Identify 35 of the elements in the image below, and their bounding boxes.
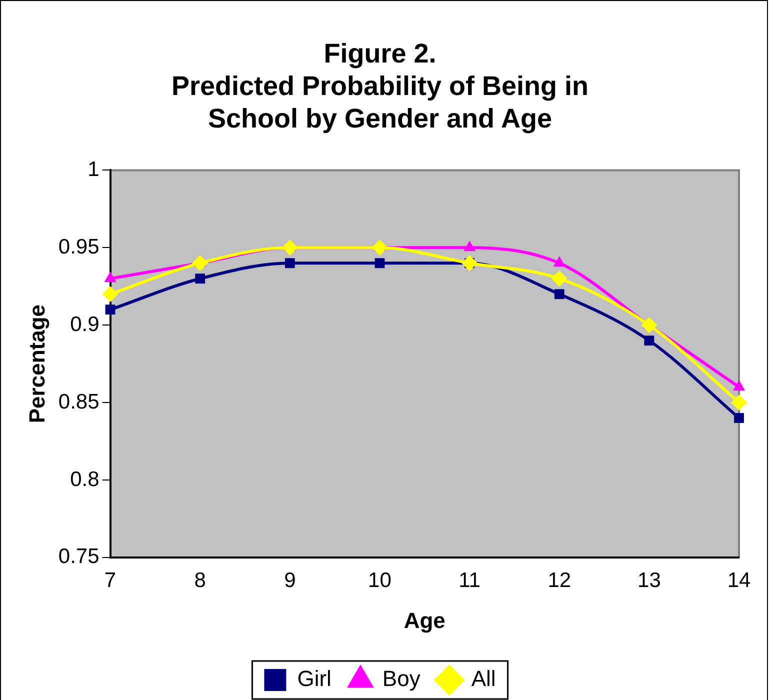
legend-label: All: [471, 666, 496, 692]
point: [284, 258, 295, 268]
y-tick-label: 0.95: [58, 235, 100, 258]
legend-label: Girl: [297, 666, 332, 692]
x-tick-label: 11: [458, 568, 480, 592]
y-axis-title: Percentage: [24, 304, 50, 424]
point: [102, 286, 118, 302]
point: [195, 274, 206, 284]
point: [192, 255, 208, 272]
point: [734, 413, 744, 423]
y-tick-label: 0.85: [58, 390, 100, 414]
x-tick-label: 13: [638, 568, 661, 592]
point: [282, 240, 298, 256]
x-tick-label: 14: [727, 568, 751, 592]
x-tick-label: 9: [284, 568, 296, 592]
x-tick-label: 10: [368, 568, 392, 592]
y-tick-label: 1: [88, 158, 100, 181]
point: [374, 258, 385, 268]
x-tick-label: 12: [548, 568, 572, 592]
y-tick-label: 0.8: [70, 468, 100, 491]
point: [554, 289, 564, 300]
point: [644, 336, 654, 346]
point: [731, 394, 747, 411]
x-tick-label: 7: [104, 568, 116, 592]
legend-label: Boy: [382, 666, 420, 692]
point: [551, 270, 568, 287]
y-tick-label: 0.9: [70, 312, 100, 336]
chart-title: Figure 2. Predicted Probability of Being in School by Gender and Age: [171, 38, 589, 134]
point: [105, 304, 116, 315]
x-tick-label: 8: [194, 568, 206, 592]
x-axis-title: Age: [404, 608, 446, 633]
y-tick-label: 0.75: [58, 545, 100, 568]
point: [641, 317, 658, 334]
point: [462, 255, 478, 272]
point: [372, 240, 388, 256]
